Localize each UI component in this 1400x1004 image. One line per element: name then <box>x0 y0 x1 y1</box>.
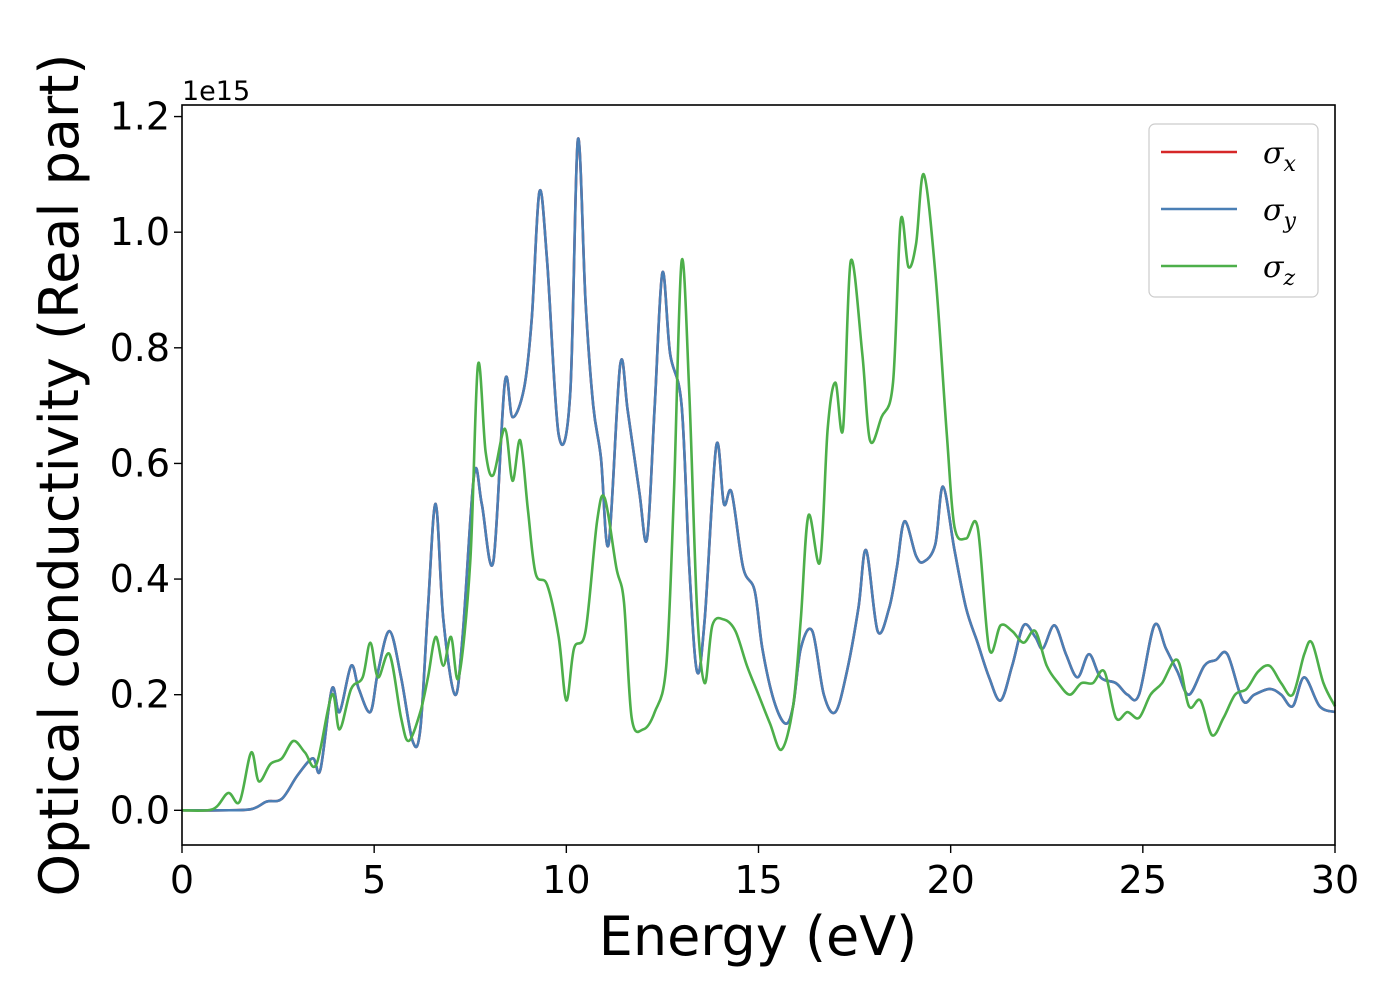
x-tick-label: 30 <box>1311 858 1359 902</box>
y-multiplier-label: 1e15 <box>182 76 250 107</box>
x-axis-title: Energy (eV) <box>599 905 918 968</box>
legend: σx σy σz <box>1148 123 1319 298</box>
y-axis-title: Optical conductivity (Real part) <box>28 54 91 897</box>
series-line-z <box>181 173 1337 813</box>
series-layer <box>181 137 1337 813</box>
x-tick-label: 20 <box>926 858 974 902</box>
y-tick-label: 0.6 <box>110 441 170 485</box>
y-tick-label: 0.2 <box>110 673 170 717</box>
y-tick-label: 0.0 <box>110 788 170 832</box>
x-tick-label: 10 <box>542 858 590 902</box>
x-tick-label: 5 <box>362 858 386 902</box>
y-axis: 0.0 0.2 0.4 0.6 0.8 1.0 1.2 <box>110 95 182 832</box>
legend-label-x: σx <box>1263 136 1296 177</box>
y-tick-label: 1.2 <box>110 95 170 139</box>
y-tick-label: 1.0 <box>110 210 170 254</box>
plot-area <box>182 105 1335 845</box>
legend-box <box>1148 123 1319 298</box>
y-tick-label: 0.8 <box>110 326 170 370</box>
legend-label-y: σy <box>1263 193 1296 234</box>
x-tick-label: 0 <box>170 858 194 902</box>
y-tick-label: 0.4 <box>110 557 170 601</box>
x-tick-label: 25 <box>1119 858 1167 902</box>
x-tick-label: 15 <box>734 858 782 902</box>
x-axis: 0 5 10 15 20 25 30 <box>170 845 1359 902</box>
legend-label-z: σz <box>1263 250 1295 291</box>
